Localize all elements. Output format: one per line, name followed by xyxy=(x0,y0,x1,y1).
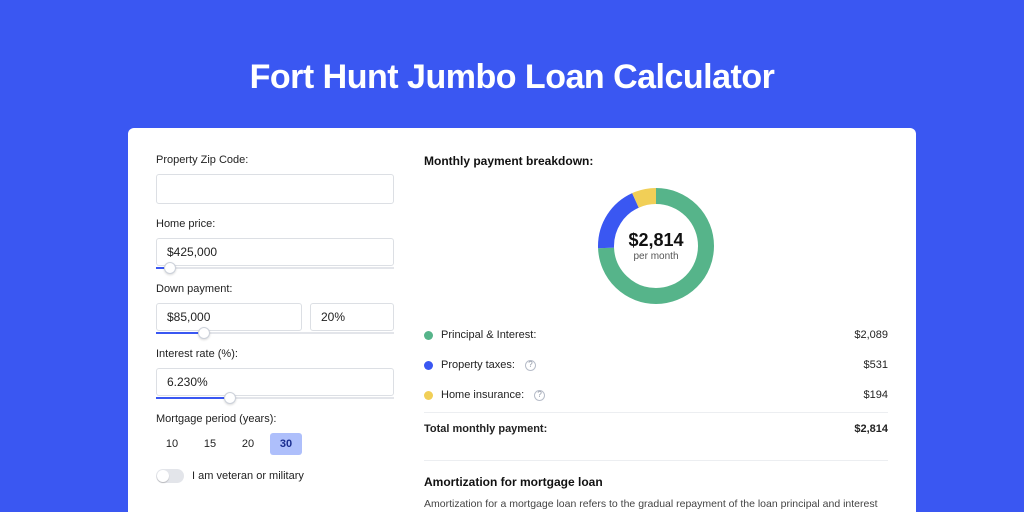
down-payment-slider[interactable] xyxy=(156,332,394,334)
info-icon[interactable]: ? xyxy=(534,390,545,401)
legend-value: $194 xyxy=(864,389,888,401)
home-price-input[interactable] xyxy=(156,238,394,266)
period-option-30[interactable]: 30 xyxy=(270,433,302,455)
input-panel: Property Zip Code: Home price: Down paym… xyxy=(156,154,394,512)
home-price-group: Home price: xyxy=(156,218,394,269)
mortgage-period-label: Mortgage period (years): xyxy=(156,413,394,425)
period-option-20[interactable]: 20 xyxy=(232,433,264,455)
interest-rate-label: Interest rate (%): xyxy=(156,348,394,360)
veteran-toggle-knob xyxy=(157,470,169,482)
donut-chart-container: $2,814 per month xyxy=(424,176,888,320)
period-option-10[interactable]: 10 xyxy=(156,433,188,455)
zip-label: Property Zip Code: xyxy=(156,154,394,166)
amortization-text: Amortization for a mortgage loan refers … xyxy=(424,497,888,512)
interest-rate-input[interactable] xyxy=(156,368,394,396)
total-label: Total monthly payment: xyxy=(424,423,547,435)
legend-row: Property taxes:? $531 xyxy=(424,350,888,380)
donut-chart: $2,814 per month xyxy=(592,182,720,310)
veteran-toggle-row: I am veteran or military xyxy=(156,469,394,483)
total-value: $2,814 xyxy=(854,423,888,435)
legend-dot xyxy=(424,331,433,340)
legend-value: $531 xyxy=(864,359,888,371)
breakdown-legend: Principal & Interest: $2,089 Property taxe… xyxy=(424,320,888,410)
amortization-section: Amortization for mortgage loan Amortizat… xyxy=(424,460,888,512)
zip-input[interactable] xyxy=(156,174,394,204)
donut-center-amount: $2,814 xyxy=(628,230,683,251)
home-price-slider[interactable] xyxy=(156,267,394,269)
donut-center-sub: per month xyxy=(633,251,678,262)
amortization-title: Amortization for mortgage loan xyxy=(424,475,888,489)
down-payment-group: Down payment: xyxy=(156,283,394,334)
zip-field-group: Property Zip Code: xyxy=(156,154,394,204)
mortgage-period-group: Mortgage period (years): 10 15 20 30 xyxy=(156,413,394,455)
page-title: Fort Hunt Jumbo Loan Calculator xyxy=(0,0,1024,119)
interest-rate-group: Interest rate (%): xyxy=(156,348,394,399)
calculator-card: Property Zip Code: Home price: Down paym… xyxy=(128,128,916,512)
legend-dot xyxy=(424,391,433,400)
breakdown-title: Monthly payment breakdown: xyxy=(424,154,888,168)
legend-label: Property taxes: xyxy=(441,359,515,371)
mortgage-period-options: 10 15 20 30 xyxy=(156,433,394,455)
veteran-label: I am veteran or military xyxy=(192,470,304,482)
legend-label: Home insurance: xyxy=(441,389,524,401)
legend-row: Principal & Interest: $2,089 xyxy=(424,320,888,350)
veteran-toggle[interactable] xyxy=(156,469,184,483)
breakdown-total-row: Total monthly payment: $2,814 xyxy=(424,412,888,444)
legend-row: Home insurance:? $194 xyxy=(424,380,888,410)
legend-label: Principal & Interest: xyxy=(441,329,536,341)
info-icon[interactable]: ? xyxy=(525,360,536,371)
period-option-15[interactable]: 15 xyxy=(194,433,226,455)
down-payment-label: Down payment: xyxy=(156,283,394,295)
down-payment-percent-input[interactable] xyxy=(310,303,394,331)
legend-dot xyxy=(424,361,433,370)
legend-value: $2,089 xyxy=(854,329,888,341)
page-background: Fort Hunt Jumbo Loan Calculator Property… xyxy=(0,0,1024,512)
interest-rate-slider[interactable] xyxy=(156,397,394,399)
down-payment-amount-input[interactable] xyxy=(156,303,302,331)
breakdown-panel: Monthly payment breakdown: $2,814 per mo… xyxy=(424,154,888,512)
home-price-label: Home price: xyxy=(156,218,394,230)
